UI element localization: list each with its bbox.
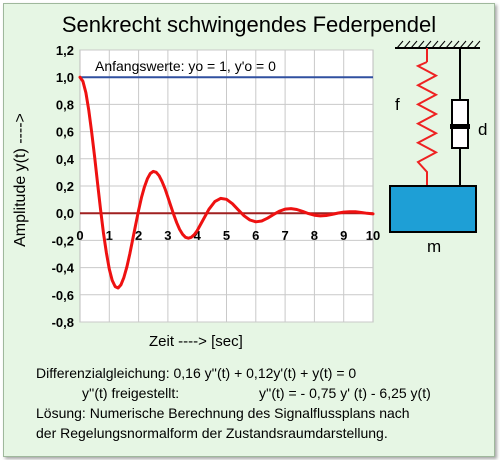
spring-damper-diagram: f d m bbox=[389, 40, 487, 256]
ceiling-hatch bbox=[424, 40, 432, 49]
ceiling-hatch bbox=[445, 40, 453, 49]
ceiling-hatch bbox=[431, 40, 439, 49]
spring-label: f bbox=[395, 95, 400, 114]
ceiling-hatch bbox=[452, 40, 460, 49]
ceiling-hatch bbox=[410, 40, 418, 49]
x-axis-label: Zeit ----> [sec] bbox=[149, 333, 243, 350]
x-tick-label: 0 bbox=[76, 228, 83, 243]
x-tick-label: 3 bbox=[164, 228, 171, 243]
ceiling-hatch bbox=[438, 40, 446, 49]
y-tick-label: -0,6 bbox=[52, 288, 74, 303]
ceiling-hatch bbox=[417, 40, 425, 49]
y-tick-label: -0,4 bbox=[52, 261, 75, 276]
y-tick-label: -0,8 bbox=[52, 315, 74, 330]
y-tick-label: 0,0 bbox=[56, 206, 74, 221]
y-tick-label: 0,2 bbox=[56, 179, 74, 194]
x-tick-label: 1 bbox=[106, 228, 113, 243]
ceiling-hatch bbox=[473, 40, 481, 49]
y-tick-label: 0,4 bbox=[56, 152, 75, 167]
x-tick-label: 5 bbox=[223, 228, 230, 243]
y-tick-label: -0,2 bbox=[52, 233, 74, 248]
ceiling-hatch bbox=[466, 40, 474, 49]
solution-text-line-1: Lösung: Numerische Berechnung des Signal… bbox=[36, 405, 410, 421]
mass-block bbox=[389, 185, 477, 233]
x-tick-label: 2 bbox=[135, 228, 142, 243]
response-curve bbox=[78, 75, 375, 290]
damper-label: d bbox=[478, 120, 487, 139]
y-tick-label: 1,2 bbox=[56, 43, 74, 58]
y-tick-label: 1,0 bbox=[56, 70, 74, 85]
ceiling-hatch bbox=[396, 40, 404, 49]
mass-label: m bbox=[427, 237, 441, 256]
x-tick-label: 6 bbox=[252, 228, 259, 243]
y-tick-label: 0,8 bbox=[56, 97, 74, 112]
initial-values-annotation: Anfangswerte: yo = 1, y'o = 0 bbox=[95, 58, 276, 74]
solution-text-line-2: der Regelungsnormalform der Zustandsraum… bbox=[36, 425, 388, 441]
x-tick-label: 4 bbox=[194, 228, 202, 243]
x-tick-label: 7 bbox=[281, 228, 288, 243]
isolated-equation-label: y''(t) freigestellt: bbox=[82, 385, 180, 401]
chart-title: Senkrecht schwingendes Federpendel bbox=[61, 12, 437, 37]
spring-coil bbox=[415, 61, 439, 186]
ceiling-hatch bbox=[459, 40, 467, 49]
x-tick-label: 8 bbox=[311, 228, 318, 243]
differential-equation: Differenzialgleichung: 0,16 y''(t) + 0,1… bbox=[36, 365, 357, 381]
ceiling-hatch bbox=[403, 40, 411, 49]
isolated-equation: y''(t) = - 0,75 y' (t) - 6,25 y(t) bbox=[259, 385, 431, 401]
damper-piston bbox=[450, 124, 470, 129]
x-tick-label: 9 bbox=[340, 228, 347, 243]
x-tick-label: 10 bbox=[366, 228, 380, 243]
y-tick-label: 0,6 bbox=[56, 125, 74, 140]
